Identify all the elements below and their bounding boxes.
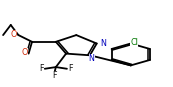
Text: F: F [39, 64, 44, 73]
Text: F: F [68, 64, 73, 73]
Text: O: O [11, 30, 17, 39]
Text: F: F [52, 71, 56, 80]
Text: O: O [21, 48, 28, 57]
Text: N: N [101, 39, 106, 48]
Text: N: N [89, 54, 94, 63]
Text: Cl: Cl [130, 38, 138, 47]
